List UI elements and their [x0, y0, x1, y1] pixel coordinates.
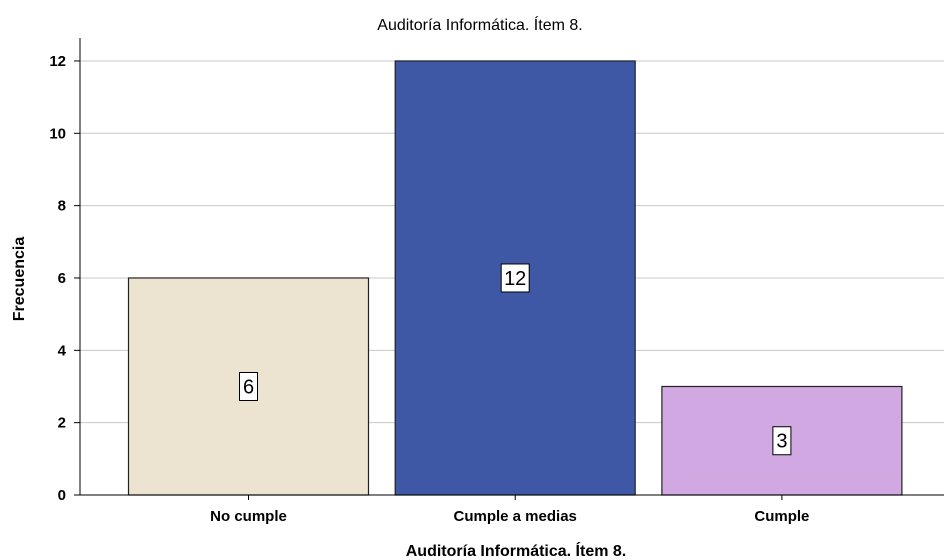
x-tick-label: Cumple a medias	[454, 508, 577, 525]
data-label: 6	[243, 376, 254, 398]
data-label: 3	[776, 431, 787, 453]
y-tick-label: 6	[58, 270, 66, 287]
y-axis-ticks: 0 2 4 6 8 10 12	[49, 53, 80, 504]
y-tick-label: 2	[58, 415, 66, 432]
x-axis-label: Auditoría Informática. Ítem 8.	[406, 541, 626, 560]
x-tick-label: Cumple	[754, 508, 809, 525]
y-tick-label: 8	[58, 198, 66, 215]
y-tick-label: 4	[58, 342, 67, 359]
data-label: 12	[504, 268, 526, 290]
y-axis-label: Frecuencia	[11, 237, 28, 322]
y-tick-label: 0	[58, 487, 66, 504]
data-labels: 6 12 3	[239, 263, 792, 456]
x-axis-ticks: No cumple Cumple a medias Cumple	[210, 495, 809, 525]
data-label-box	[239, 371, 258, 401]
chart-title: Auditoría Informática. Ítem 8.	[377, 15, 582, 34]
y-tick-label: 12	[49, 53, 66, 70]
x-tick-label: No cumple	[210, 508, 287, 525]
y-tick-label: 10	[49, 125, 66, 142]
data-label-box	[500, 263, 530, 293]
data-label-box	[772, 426, 792, 456]
